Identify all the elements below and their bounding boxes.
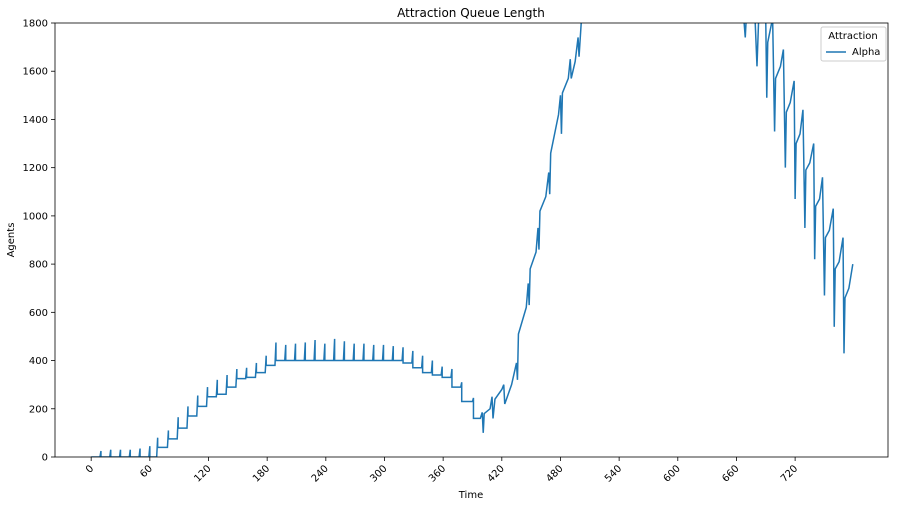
y-tick-label: 0	[42, 453, 48, 464]
y-tick-label: 800	[29, 260, 48, 271]
chart-title: Attraction Queue Length	[397, 6, 545, 20]
x-tick-label: 480	[544, 463, 565, 484]
y-tick-label: 200	[29, 404, 48, 415]
data-line	[91, 23, 854, 457]
x-axis-label: Time	[458, 490, 483, 501]
x-tick-label: 240	[310, 463, 331, 484]
legend-title: Attraction	[828, 31, 877, 42]
y-tick-label: 1200	[23, 163, 48, 174]
x-tick-label: 540	[603, 463, 624, 484]
y-tick-label: 1400	[23, 115, 48, 126]
legend: Attraction Alpha	[820, 26, 887, 62]
y-tick-label: 400	[29, 356, 48, 367]
x-tick-label: 660	[720, 463, 741, 484]
plot-area	[91, 23, 854, 457]
x-tick-label: 300	[368, 463, 389, 484]
y-axis-label: Agents	[6, 223, 17, 258]
x-tick-label: 0	[84, 463, 96, 475]
legend-label: Alpha	[852, 47, 880, 58]
x-tick-label: 360	[427, 463, 448, 484]
y-tick-label: 1000	[23, 211, 48, 222]
x-tick-label: 720	[779, 463, 800, 484]
x-tick-label: 180	[251, 463, 272, 484]
x-tick-label: 120	[192, 463, 213, 484]
x-tick-label: 420	[486, 463, 507, 484]
y-tick-label: 600	[29, 308, 48, 319]
y-tick-label: 1600	[23, 67, 48, 78]
y-tick-label: 1800	[23, 19, 48, 30]
x-tick-label: 600	[662, 463, 683, 484]
x-tick-label: 60	[138, 463, 155, 480]
axes-frame	[54, 22, 889, 458]
